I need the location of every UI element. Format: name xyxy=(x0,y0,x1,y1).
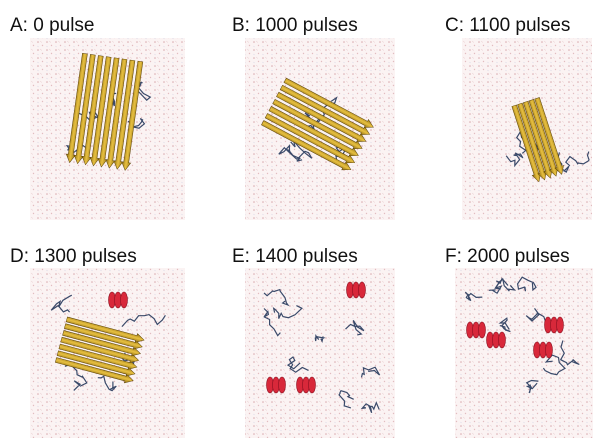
panel-label: F: 2000 pulses xyxy=(445,246,570,267)
alpha-helix xyxy=(309,377,316,393)
alpha-helix xyxy=(479,322,486,338)
panel: A: 0 pulse xyxy=(10,15,185,220)
alpha-helix xyxy=(499,332,506,348)
panel: E: 1400 pulses xyxy=(232,246,395,438)
panel-label: D: 1300 pulses xyxy=(10,246,137,267)
alpha-helix xyxy=(546,342,553,358)
panel: D: 1300 pulses xyxy=(10,246,185,438)
panel: F: 2000 pulses xyxy=(445,246,593,438)
panel-label: B: 1000 pulses xyxy=(232,15,358,36)
panel-label: A: 0 pulse xyxy=(10,15,95,36)
water-box xyxy=(455,268,593,438)
panel: C: 1100 pulses xyxy=(445,15,592,220)
alpha-helix xyxy=(121,292,128,308)
panel: B: 1000 pulses xyxy=(232,15,395,220)
alpha-helix xyxy=(557,317,564,333)
water-box xyxy=(245,268,395,438)
panel-label: C: 1100 pulses xyxy=(445,15,570,36)
figure: A: 0 pulse B: 1000 pulses C: 1100 pulses D:… xyxy=(0,0,596,439)
alpha-helix xyxy=(279,377,286,393)
alpha-helix xyxy=(359,282,366,298)
panel-label: E: 1400 pulses xyxy=(232,246,358,267)
